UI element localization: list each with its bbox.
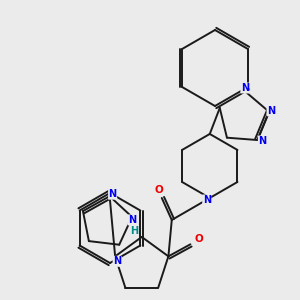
Text: N: N <box>128 215 136 225</box>
Text: N: N <box>258 136 266 146</box>
Text: N: N <box>203 195 211 205</box>
Text: N: N <box>113 256 121 266</box>
Text: O: O <box>194 234 203 244</box>
Text: N: N <box>241 83 249 93</box>
Text: H: H <box>130 226 138 236</box>
Text: N: N <box>267 106 275 116</box>
Text: O: O <box>154 185 163 195</box>
Text: N: N <box>109 189 117 199</box>
